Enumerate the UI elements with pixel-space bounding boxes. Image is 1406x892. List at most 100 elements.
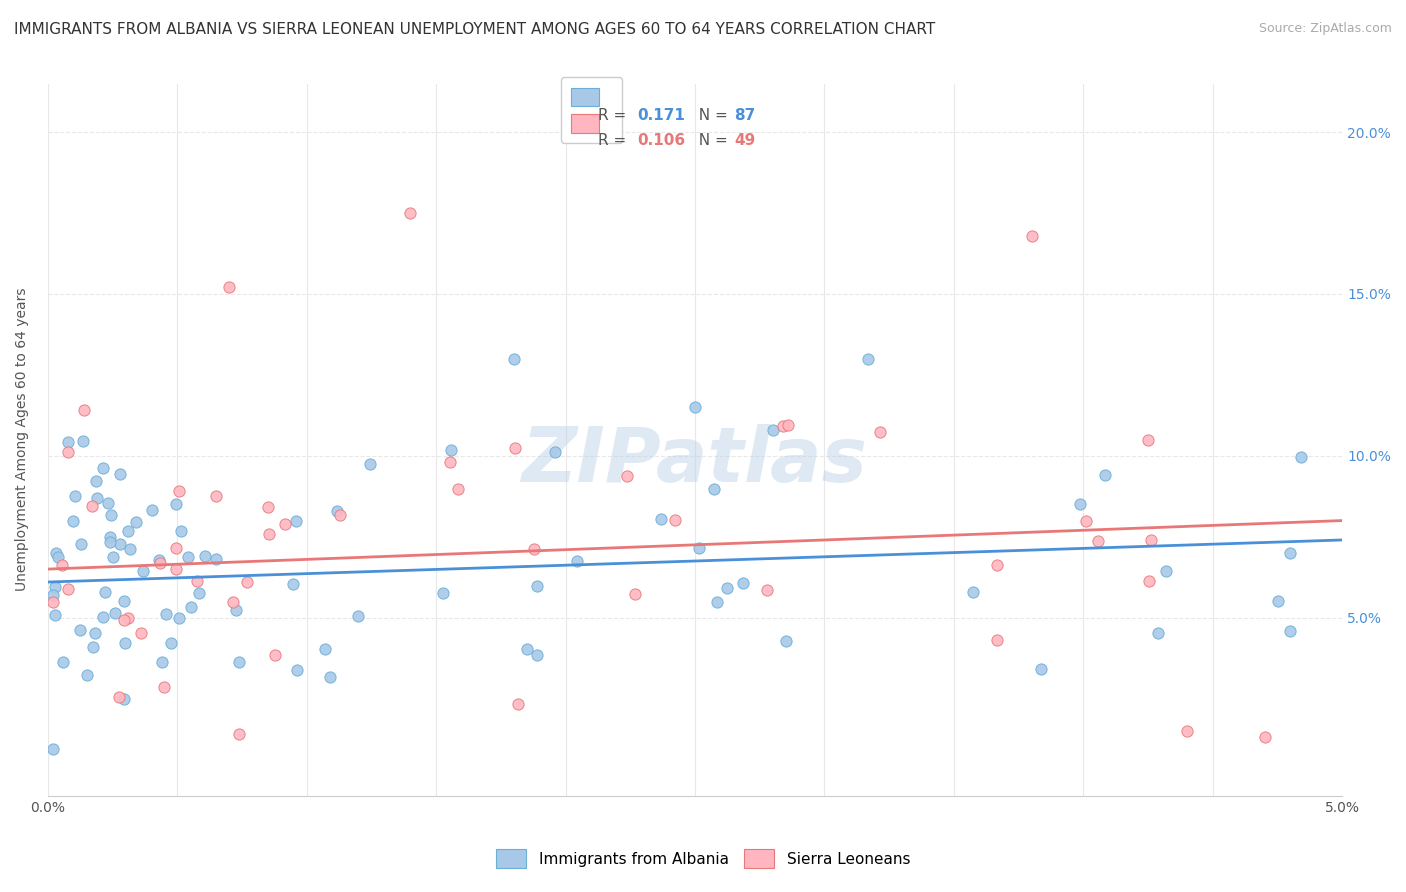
Point bbox=[72, 434, 94, 449]
Point bbox=[91, 610, 114, 624]
Point bbox=[762, 423, 785, 437]
Point bbox=[1154, 564, 1177, 578]
Point bbox=[45, 546, 67, 560]
Point bbox=[148, 552, 170, 566]
Point bbox=[153, 680, 176, 694]
Point bbox=[986, 558, 1008, 572]
Point bbox=[1087, 534, 1109, 549]
Point bbox=[165, 562, 187, 576]
Point bbox=[51, 655, 73, 669]
Point bbox=[439, 455, 461, 469]
Text: N =: N = bbox=[689, 134, 733, 148]
Point bbox=[155, 607, 177, 621]
Y-axis label: Unemployment Among Ages 60 to 64 years: Unemployment Among Ages 60 to 64 years bbox=[15, 288, 30, 591]
Point bbox=[506, 697, 529, 711]
Point bbox=[1146, 625, 1168, 640]
Point bbox=[101, 550, 124, 565]
Point bbox=[98, 535, 121, 549]
Point bbox=[544, 445, 567, 459]
Point bbox=[1253, 731, 1275, 745]
Point bbox=[264, 648, 287, 662]
Point bbox=[1139, 574, 1161, 588]
Point bbox=[84, 625, 107, 640]
Point bbox=[281, 576, 304, 591]
Point bbox=[167, 483, 190, 498]
Text: IMMIGRANTS FROM ALBANIA VS SIERRA LEONEAN UNEMPLOYMENT AMONG AGES 60 TO 64 YEARS: IMMIGRANTS FROM ALBANIA VS SIERRA LEONEA… bbox=[14, 22, 935, 37]
Point bbox=[1031, 663, 1053, 677]
Point bbox=[1279, 624, 1302, 638]
Point bbox=[1074, 515, 1097, 529]
Point bbox=[962, 585, 984, 599]
Point bbox=[703, 483, 725, 497]
Point bbox=[683, 401, 706, 415]
Point bbox=[1291, 450, 1313, 465]
Point bbox=[567, 554, 589, 568]
Point bbox=[204, 489, 226, 503]
Text: 87: 87 bbox=[734, 109, 755, 123]
Point bbox=[117, 611, 139, 625]
Point bbox=[70, 536, 93, 550]
Point bbox=[319, 670, 342, 684]
Point bbox=[44, 607, 66, 622]
Point bbox=[1140, 533, 1163, 547]
Point bbox=[186, 574, 208, 589]
Point bbox=[650, 512, 672, 526]
Point bbox=[112, 692, 135, 706]
Text: R =: R = bbox=[598, 109, 631, 123]
Point bbox=[91, 461, 114, 475]
Point bbox=[347, 609, 370, 624]
Point bbox=[503, 441, 526, 455]
Point bbox=[160, 636, 183, 650]
Point bbox=[117, 524, 139, 539]
Point bbox=[72, 403, 94, 417]
Legend: Immigrants from Albania, Sierra Leoneans: Immigrants from Albania, Sierra Leoneans bbox=[488, 841, 918, 875]
Text: N =: N = bbox=[689, 109, 733, 123]
Point bbox=[125, 515, 148, 529]
Point bbox=[772, 418, 794, 433]
Point bbox=[98, 529, 121, 543]
Point bbox=[96, 496, 118, 510]
Point bbox=[856, 351, 879, 366]
Point bbox=[114, 636, 136, 650]
Point bbox=[94, 585, 117, 599]
Point bbox=[180, 600, 202, 615]
Point bbox=[776, 417, 799, 432]
Legend:  ,  : , bbox=[561, 77, 621, 144]
Point bbox=[314, 641, 336, 656]
Point bbox=[112, 613, 135, 627]
Point bbox=[150, 655, 173, 669]
Point bbox=[169, 611, 191, 625]
Point bbox=[624, 587, 647, 601]
Point bbox=[141, 502, 163, 516]
Point bbox=[129, 625, 152, 640]
Point bbox=[775, 633, 797, 648]
Point bbox=[225, 603, 247, 617]
Point bbox=[447, 482, 470, 496]
Text: ZIPatlas: ZIPatlas bbox=[522, 424, 868, 498]
Point bbox=[80, 499, 103, 513]
Point bbox=[63, 489, 86, 503]
Point bbox=[228, 655, 250, 669]
Point bbox=[46, 550, 69, 565]
Point bbox=[986, 632, 1008, 647]
Text: 0.171: 0.171 bbox=[637, 109, 685, 123]
Point bbox=[285, 663, 308, 677]
Point bbox=[165, 541, 187, 555]
Point bbox=[526, 648, 548, 662]
Point bbox=[177, 550, 200, 565]
Point bbox=[42, 742, 65, 756]
Point bbox=[664, 513, 686, 527]
Point bbox=[114, 594, 136, 608]
Point bbox=[62, 514, 84, 528]
Point bbox=[1136, 433, 1159, 447]
Point bbox=[108, 690, 131, 704]
Point bbox=[1267, 594, 1289, 608]
Point bbox=[69, 624, 91, 638]
Point bbox=[440, 442, 463, 457]
Text: 49: 49 bbox=[734, 134, 755, 148]
Point bbox=[502, 351, 524, 366]
Point bbox=[329, 508, 352, 522]
Point bbox=[256, 500, 278, 515]
Point bbox=[274, 517, 297, 532]
Point bbox=[1094, 467, 1116, 482]
